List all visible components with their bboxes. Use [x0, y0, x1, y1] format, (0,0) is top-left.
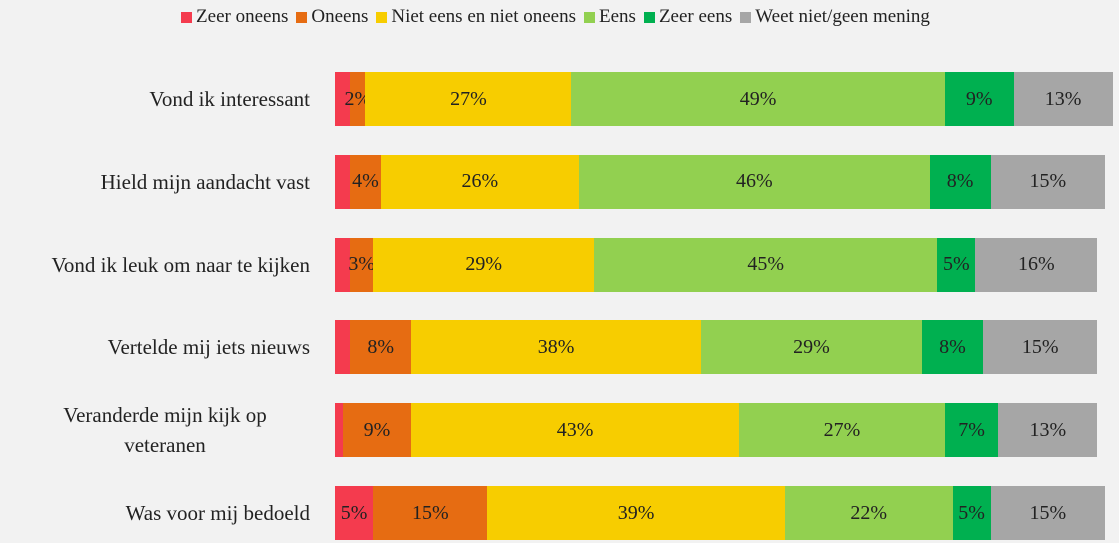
bar-segment: [944, 72, 1014, 126]
category-text: Veranderde mijn kijk op veteranen: [63, 403, 267, 458]
data-label: 8%: [946, 170, 974, 193]
legend: Zeer oneens Oneens Niet eens en niet oneen…: [0, 6, 1119, 28]
category-label: Hield mijn aandacht vast: [0, 152, 310, 212]
data-label: 5%: [340, 501, 368, 524]
data-label: 16%: [1018, 253, 1055, 276]
legend-swatch: [296, 11, 308, 23]
bar-segment: [350, 154, 381, 209]
bar-segment: [578, 154, 930, 209]
bar-segment: [739, 403, 945, 458]
bar-segment: [350, 72, 366, 126]
data-label: 26%: [461, 170, 499, 193]
data-label: 27%: [450, 87, 487, 110]
bar-segment: [411, 320, 701, 375]
data-label: 39%: [617, 501, 655, 524]
bar-segment: [335, 154, 351, 209]
data-label: 22%: [850, 501, 887, 524]
bar-segment: [380, 154, 579, 209]
bar-segment: [944, 403, 999, 458]
category-label: Vond ik leuk om naar te kijken: [0, 235, 310, 295]
legend-label: Zeer oneens: [196, 6, 289, 27]
bar-segment: [373, 237, 595, 292]
bar-segment: [700, 320, 923, 375]
data-label: 49%: [739, 87, 777, 110]
bar-segment: [922, 320, 983, 375]
bar-segment: [335, 72, 351, 126]
bar-segment: [937, 237, 976, 292]
bar-segment: [998, 403, 1098, 458]
legend-item: Weet niet/geen mening: [740, 6, 930, 28]
data-label: 29%: [465, 253, 502, 276]
bar-segment: [373, 486, 488, 540]
bar-segment: [983, 320, 1098, 375]
legend-swatch: [376, 11, 388, 23]
data-label: 8%: [367, 335, 395, 358]
data-label: 5%: [958, 501, 985, 524]
category-text: Vertelde mij iets nieuws: [107, 335, 310, 360]
category-text: Vond ik leuk om naar te kijken: [51, 252, 310, 277]
legend-swatch: [584, 11, 595, 23]
data-label: 15%: [411, 501, 449, 524]
bar-segment: [990, 154, 1105, 209]
data-label: 5%: [942, 253, 970, 276]
legend-label: Niet eens en niet oneens: [391, 6, 576, 27]
bar-segment: [365, 72, 572, 126]
data-label: 7%: [958, 418, 985, 441]
category-text: Hield mijn aandacht vast: [100, 169, 310, 194]
data-label: 15%: [1029, 170, 1067, 193]
category-text: Vond ik interessant: [149, 87, 310, 111]
data-label: 27%: [823, 418, 861, 441]
bar-segment: [335, 320, 351, 375]
legend-item: Oneens: [296, 6, 368, 28]
legend-item: Niet eens en niet oneens: [376, 6, 576, 28]
data-label: 45%: [747, 253, 785, 276]
bar-segment: [784, 486, 953, 540]
bar-segment: [411, 403, 740, 458]
data-label: 8%: [939, 335, 966, 358]
data-label: 29%: [793, 335, 830, 358]
legend-swatch: [740, 11, 752, 23]
bar-segment: [350, 320, 412, 375]
category-label: Veranderde mijn kijk op veteranen: [0, 400, 310, 460]
data-label: 2%: [344, 87, 372, 110]
legend-item: Eens: [584, 6, 636, 28]
bar-segment: [594, 237, 938, 292]
legend-swatch: [643, 11, 655, 23]
data-label: 15%: [1021, 335, 1059, 358]
bar-segment: [342, 403, 412, 458]
data-label: 3%: [348, 253, 375, 276]
data-label: 13%: [1044, 87, 1082, 110]
bar-segment: [335, 403, 343, 458]
data-label: 4%: [352, 170, 379, 193]
bar-segment: [990, 486, 1105, 540]
bar-segment: [975, 237, 1098, 292]
category-label: Vertelde mij iets nieuws: [0, 317, 310, 377]
legend-item: Zeer oneens: [181, 6, 288, 28]
bar-segment: [487, 486, 785, 540]
category-text: Was voor mij bedoeld: [125, 501, 310, 525]
data-label: 13%: [1029, 418, 1067, 441]
legend-label: Eens: [599, 6, 636, 27]
bar-segment: [1013, 72, 1113, 126]
legend-item: Zeer eens: [643, 6, 733, 28]
bar-segment: [571, 72, 945, 126]
data-label: 9%: [363, 418, 391, 441]
category-label: Was voor mij bedoeld: [0, 483, 310, 543]
data-label: 38%: [537, 335, 575, 358]
bar-segment: [929, 154, 991, 209]
bar-segment: [350, 237, 374, 292]
data-label: 46%: [735, 170, 773, 193]
data-label: 15%: [1029, 501, 1067, 524]
legend-label: Zeer eens: [658, 6, 733, 27]
legend-label: Oneens: [311, 6, 369, 27]
bar-segment: [335, 486, 374, 540]
data-label: 43%: [556, 418, 594, 441]
category-label: Vond ik interessant: [0, 69, 310, 129]
data-label: 9%: [965, 87, 993, 110]
legend-label: Weet niet/geen mening: [755, 6, 930, 27]
legend-swatch: [181, 11, 193, 23]
bar-segment: [952, 486, 991, 540]
bar-segment: [335, 237, 351, 292]
